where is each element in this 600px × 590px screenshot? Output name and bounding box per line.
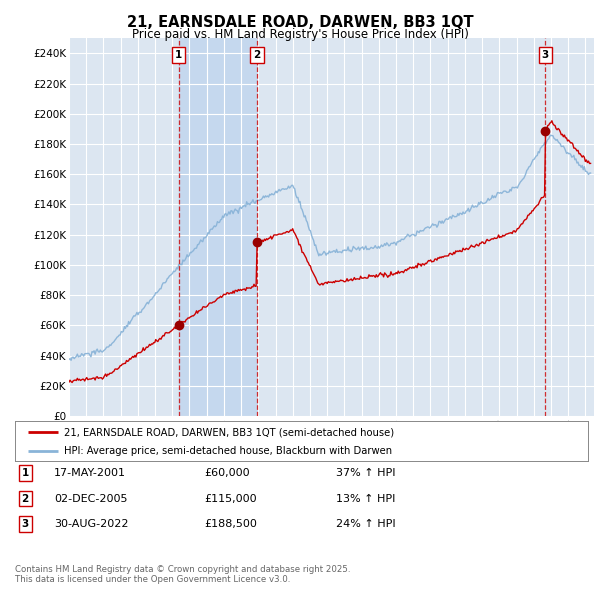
Text: £188,500: £188,500 (204, 519, 257, 529)
Text: 24% ↑ HPI: 24% ↑ HPI (336, 519, 395, 529)
Bar (179, 38, 257, 416)
Text: 02-DEC-2005: 02-DEC-2005 (54, 494, 128, 503)
Text: £115,000: £115,000 (204, 494, 257, 503)
Text: 17-MAY-2001: 17-MAY-2001 (54, 468, 126, 478)
Text: 2: 2 (253, 50, 260, 60)
Text: 21, EARNSDALE ROAD, DARWEN, BB3 1QT (semi-detached house): 21, EARNSDALE ROAD, DARWEN, BB3 1QT (sem… (64, 427, 394, 437)
Text: Contains HM Land Registry data © Crown copyright and database right 2025.
This d: Contains HM Land Registry data © Crown c… (15, 565, 350, 584)
Text: Price paid vs. HM Land Registry's House Price Index (HPI): Price paid vs. HM Land Registry's House … (131, 28, 469, 41)
Text: 1: 1 (22, 468, 29, 478)
Text: 37% ↑ HPI: 37% ↑ HPI (336, 468, 395, 478)
Text: 3: 3 (22, 519, 29, 529)
Text: HPI: Average price, semi-detached house, Blackburn with Darwen: HPI: Average price, semi-detached house,… (64, 447, 392, 456)
Text: 21, EARNSDALE ROAD, DARWEN, BB3 1QT: 21, EARNSDALE ROAD, DARWEN, BB3 1QT (127, 15, 473, 30)
Text: £60,000: £60,000 (204, 468, 250, 478)
Text: 13% ↑ HPI: 13% ↑ HPI (336, 494, 395, 503)
Text: 30-AUG-2022: 30-AUG-2022 (54, 519, 128, 529)
Text: 2: 2 (22, 494, 29, 503)
Text: 3: 3 (541, 50, 549, 60)
Text: 1: 1 (175, 50, 182, 60)
